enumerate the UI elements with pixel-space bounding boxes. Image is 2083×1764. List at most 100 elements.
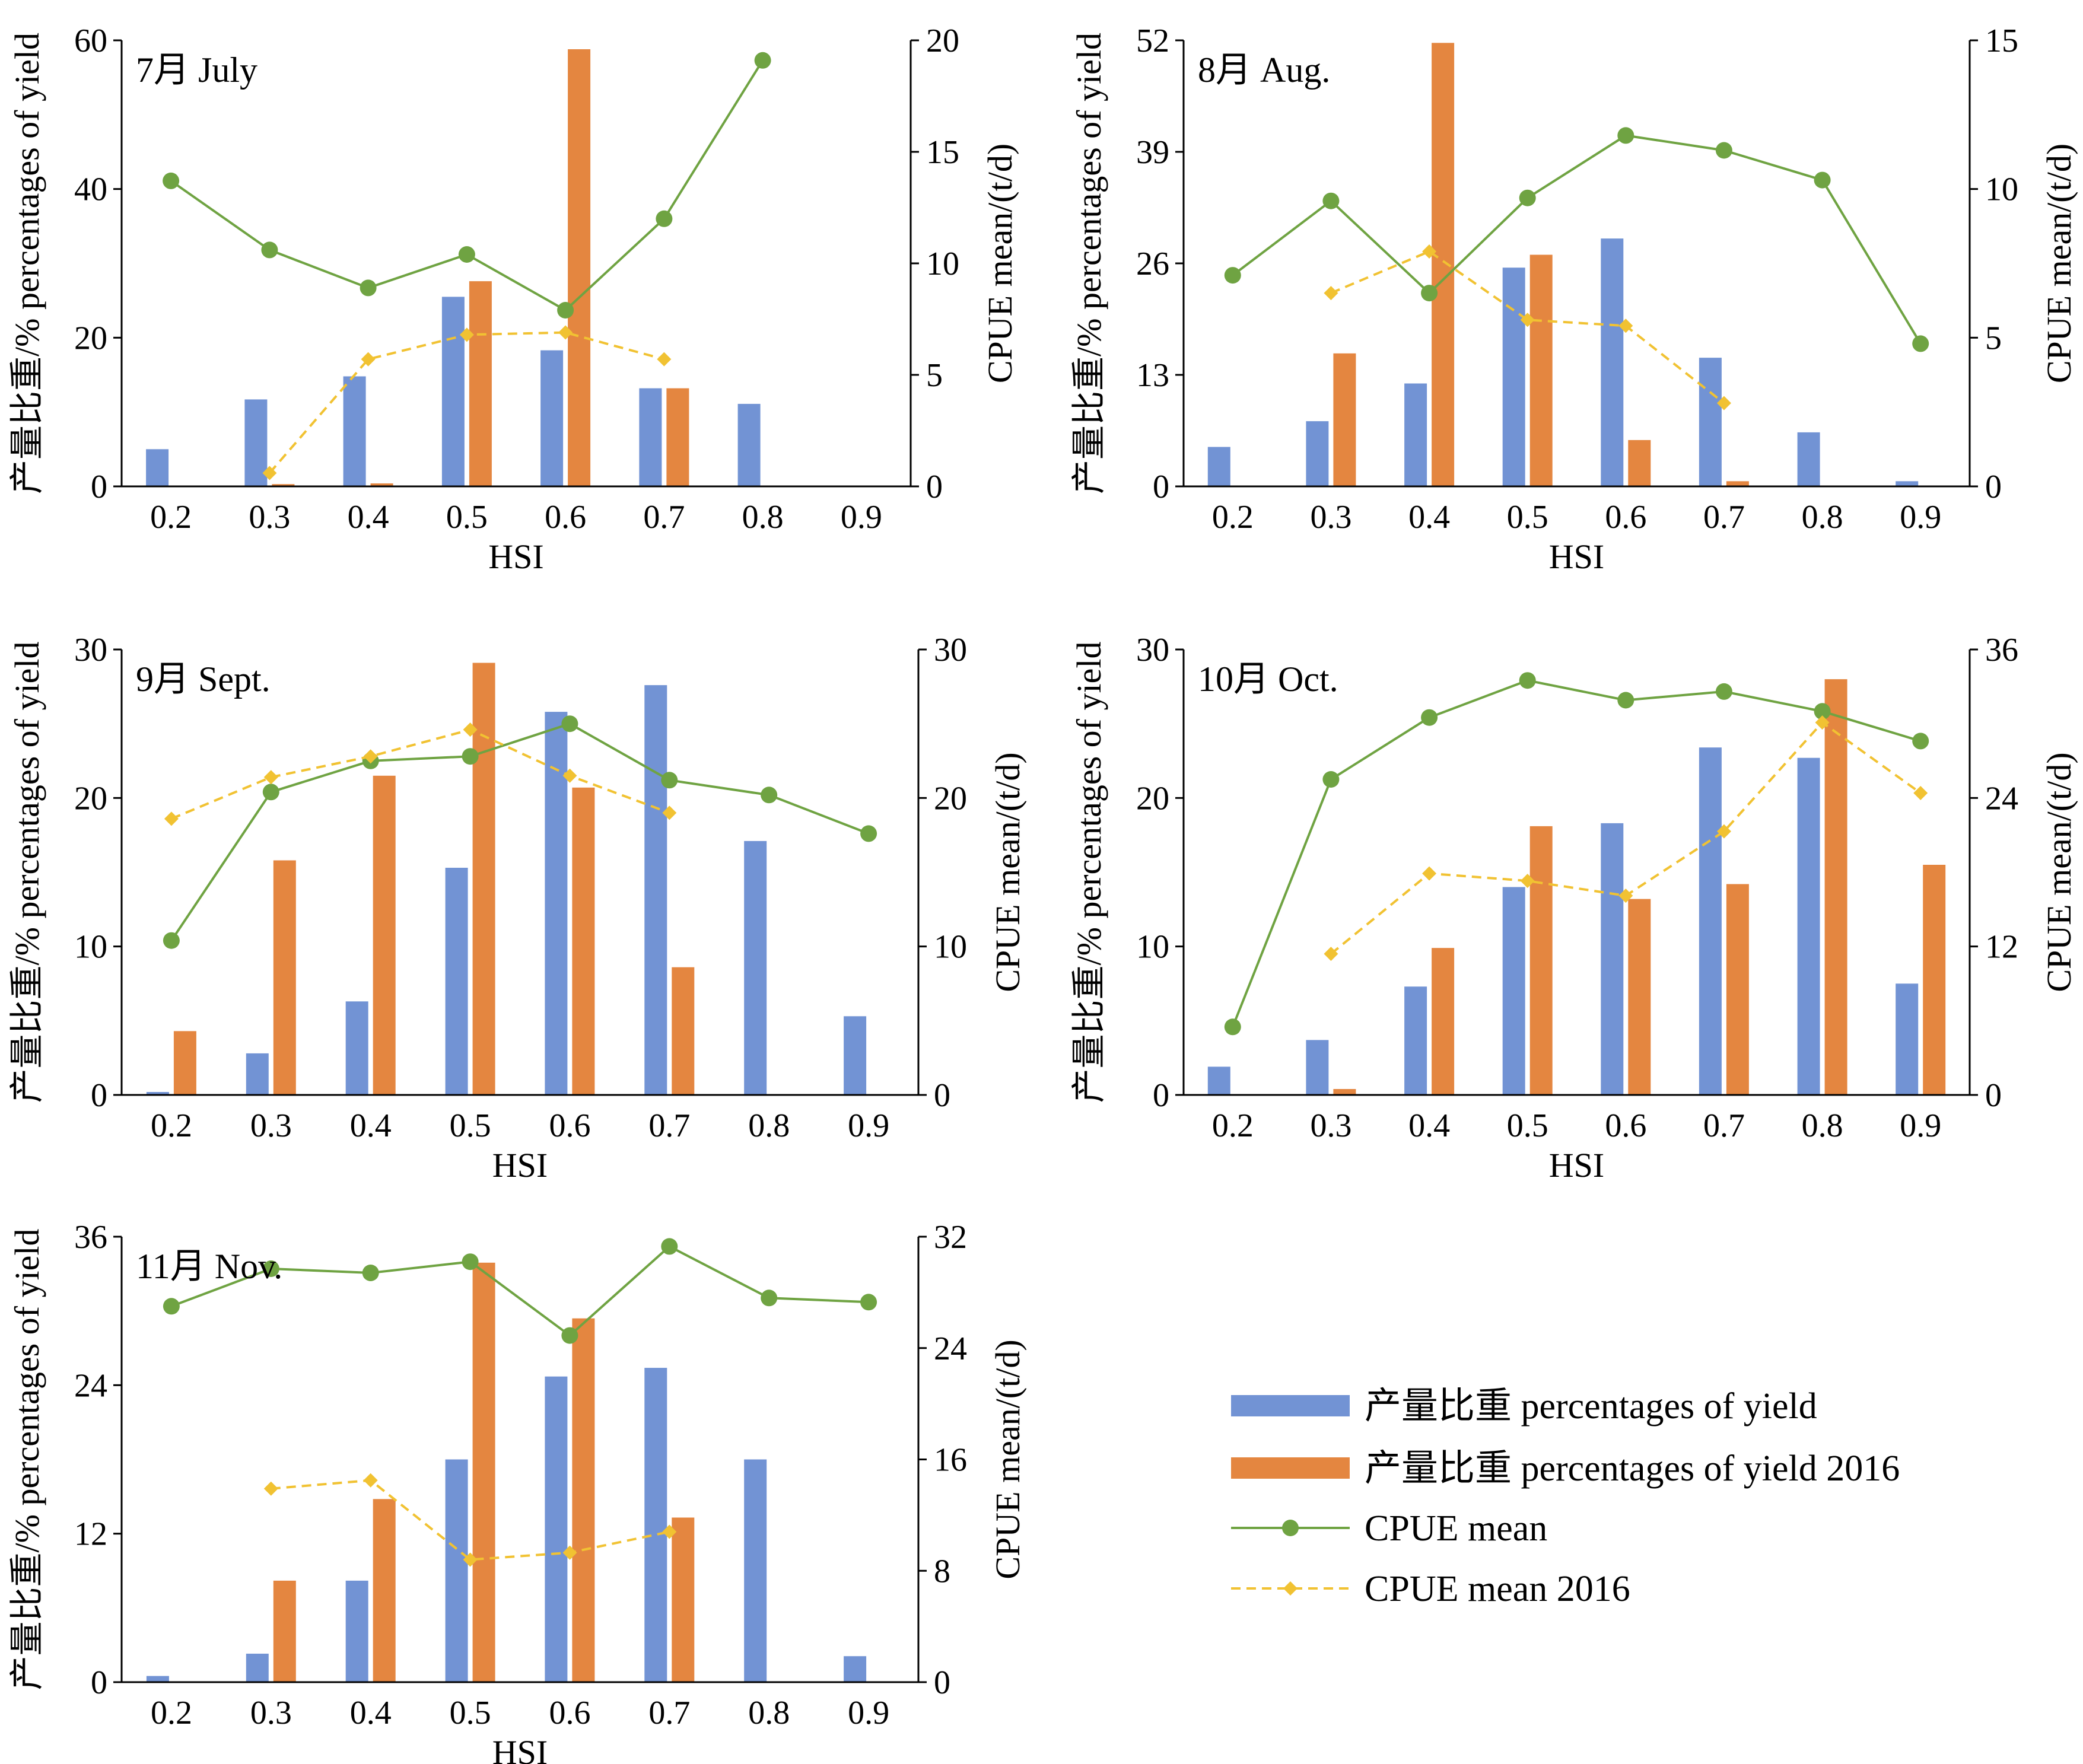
point-cpue2016 [463,722,478,737]
x-tick-label: 0.2 [150,499,192,536]
left-tick-label: 12 [74,1516,107,1553]
right-tick-label: 24 [1985,780,2018,817]
point-cpue2016 [262,466,277,480]
x-tick-label: 0.8 [1802,499,1843,536]
right-tick-label: 0 [1985,469,2002,505]
point-cpue [1715,142,1732,159]
x-tick-label: 0.8 [1802,1107,1843,1144]
point-cpue [1814,171,1831,189]
legend-label: CPUE mean 2016 [1365,1569,1630,1609]
point-cpue2016 [1324,286,1338,301]
chart-panel-3: 0 10 20 30 0 10 20 30 0.2 0.3 0.4 0.5 0.6 0.7 0.8 0.9 HS… [8,632,1027,1185]
bar-yield2016 [568,49,591,486]
x-tick-label: 0.8 [748,1695,790,1731]
right-tick-label: 24 [934,1330,967,1367]
point-cpue2016 [558,325,573,340]
point-cpue [1224,1018,1241,1036]
bar-yield2016 [572,1318,595,1682]
bar-yield2016 [472,1262,495,1682]
x-tick-label: 0.2 [1212,499,1254,536]
bar-yield2016 [672,967,695,1095]
left-tick-label: 30 [74,632,107,668]
bar-yield2016 [472,663,495,1095]
bar-yield [1896,481,1919,486]
bar-yield2016 [1923,865,1946,1095]
right-tick-label: 0 [934,1077,950,1114]
point-cpue [661,1238,678,1255]
point-cpue [462,1253,479,1271]
right-tick-label: 0 [934,1664,950,1701]
point-cpue2016 [562,1545,577,1560]
left-tick-label: 20 [1136,780,1169,817]
month-label: 10月 Oct. [1198,660,1338,699]
right-tick-label: 15 [1985,23,2018,59]
bar-yield2016 [1726,481,1749,486]
point-cpue [1322,771,1340,788]
line-cpue [171,1244,869,1338]
point-cpue2016 [1618,889,1633,903]
legend-item-cpue2016: CPUE mean 2016 [1231,1569,1630,1609]
legend-item-yield: 产量比重 percentages of yield [1231,1386,1817,1427]
point-cpue [163,172,180,189]
bar-yield2016 [1432,948,1455,1095]
point-cpue [860,825,877,842]
point-cpue [761,787,778,804]
bar-yield [445,868,468,1095]
legend-item-cpue: CPUE mean [1231,1508,1547,1549]
legend-swatch-yield2016 [1231,1457,1350,1479]
bar-yield [146,449,169,486]
bar-yield [1797,432,1820,486]
right-tick-label: 5 [926,357,943,394]
right-tick-label: 8 [934,1553,950,1590]
y2-axis-title: CPUE mean/(t/d) [2040,752,2078,992]
x-tick-label: 0.4 [350,1107,392,1144]
line-cpue2016 [271,1479,670,1561]
point-cpue2016 [562,768,577,783]
point-cpue [860,1294,877,1311]
y2-axis-title: CPUE mean/(t/d) [2040,144,2078,383]
point-cpue2016 [1422,866,1437,881]
y-axis-title: 产量比重/% percentages of yield [1070,33,1108,494]
bar-yield2016 [1529,826,1553,1095]
x-tick-label: 0.6 [549,1107,590,1144]
legend-marker-cpue [1282,1520,1299,1536]
bar-yield [246,1053,269,1095]
left-tick-label: 60 [74,23,107,59]
point-cpue [1519,189,1536,206]
y-axis-title: 产量比重/% percentages of yield [8,33,46,494]
month-label: 8月 Aug. [1198,50,1330,90]
x-tick-label: 0.9 [848,1107,889,1144]
point-cpue [1617,127,1634,144]
right-tick-label: 5 [1985,320,2002,356]
point-cpue [1519,672,1536,689]
point-cpue2016 [1520,874,1535,889]
right-tick-label: 0 [1985,1077,2002,1114]
x-tick-label: 0.8 [748,1107,790,1144]
left-tick-label: 0 [1153,469,1169,505]
x-tick-label: 0.7 [1703,1107,1745,1144]
y-axis-title: 产量比重/% percentages of yield [8,1229,46,1690]
y2-axis-title: CPUE mean/(t/d) [981,144,1019,383]
x-tick-label: 0.3 [249,499,290,536]
point-cpue2016 [657,352,672,367]
point-cpue2016 [1815,715,1830,730]
right-tick-label: 36 [1985,632,2018,668]
point-cpue2016 [459,327,474,342]
x-tick-label: 0.9 [1900,1107,1941,1144]
point-cpue2016 [1618,319,1633,333]
y2-axis-title: CPUE mean/(t/d) [988,752,1027,992]
bar-yield [1502,887,1525,1095]
point-cpue2016 [1913,785,1928,800]
x-tick-label: 0.2 [151,1107,192,1144]
point-cpue [1421,285,1438,302]
x-tick-label: 0.7 [1703,499,1745,536]
bar-yield [844,1016,867,1095]
y-axis-title: 产量比重/% percentages of yield [1070,642,1108,1103]
x-tick-label: 0.9 [1900,499,1941,536]
point-cpue [262,1260,279,1277]
x-tick-label: 0.6 [1605,1107,1646,1144]
bar-yield [1601,823,1624,1095]
chart-panel-1: 0 20 40 60 0 5 10 15 20 0.2 0.3 0.4 0.5 0.6 0.7 0.8 0.9 H… [8,23,1019,576]
point-cpue [656,210,673,227]
